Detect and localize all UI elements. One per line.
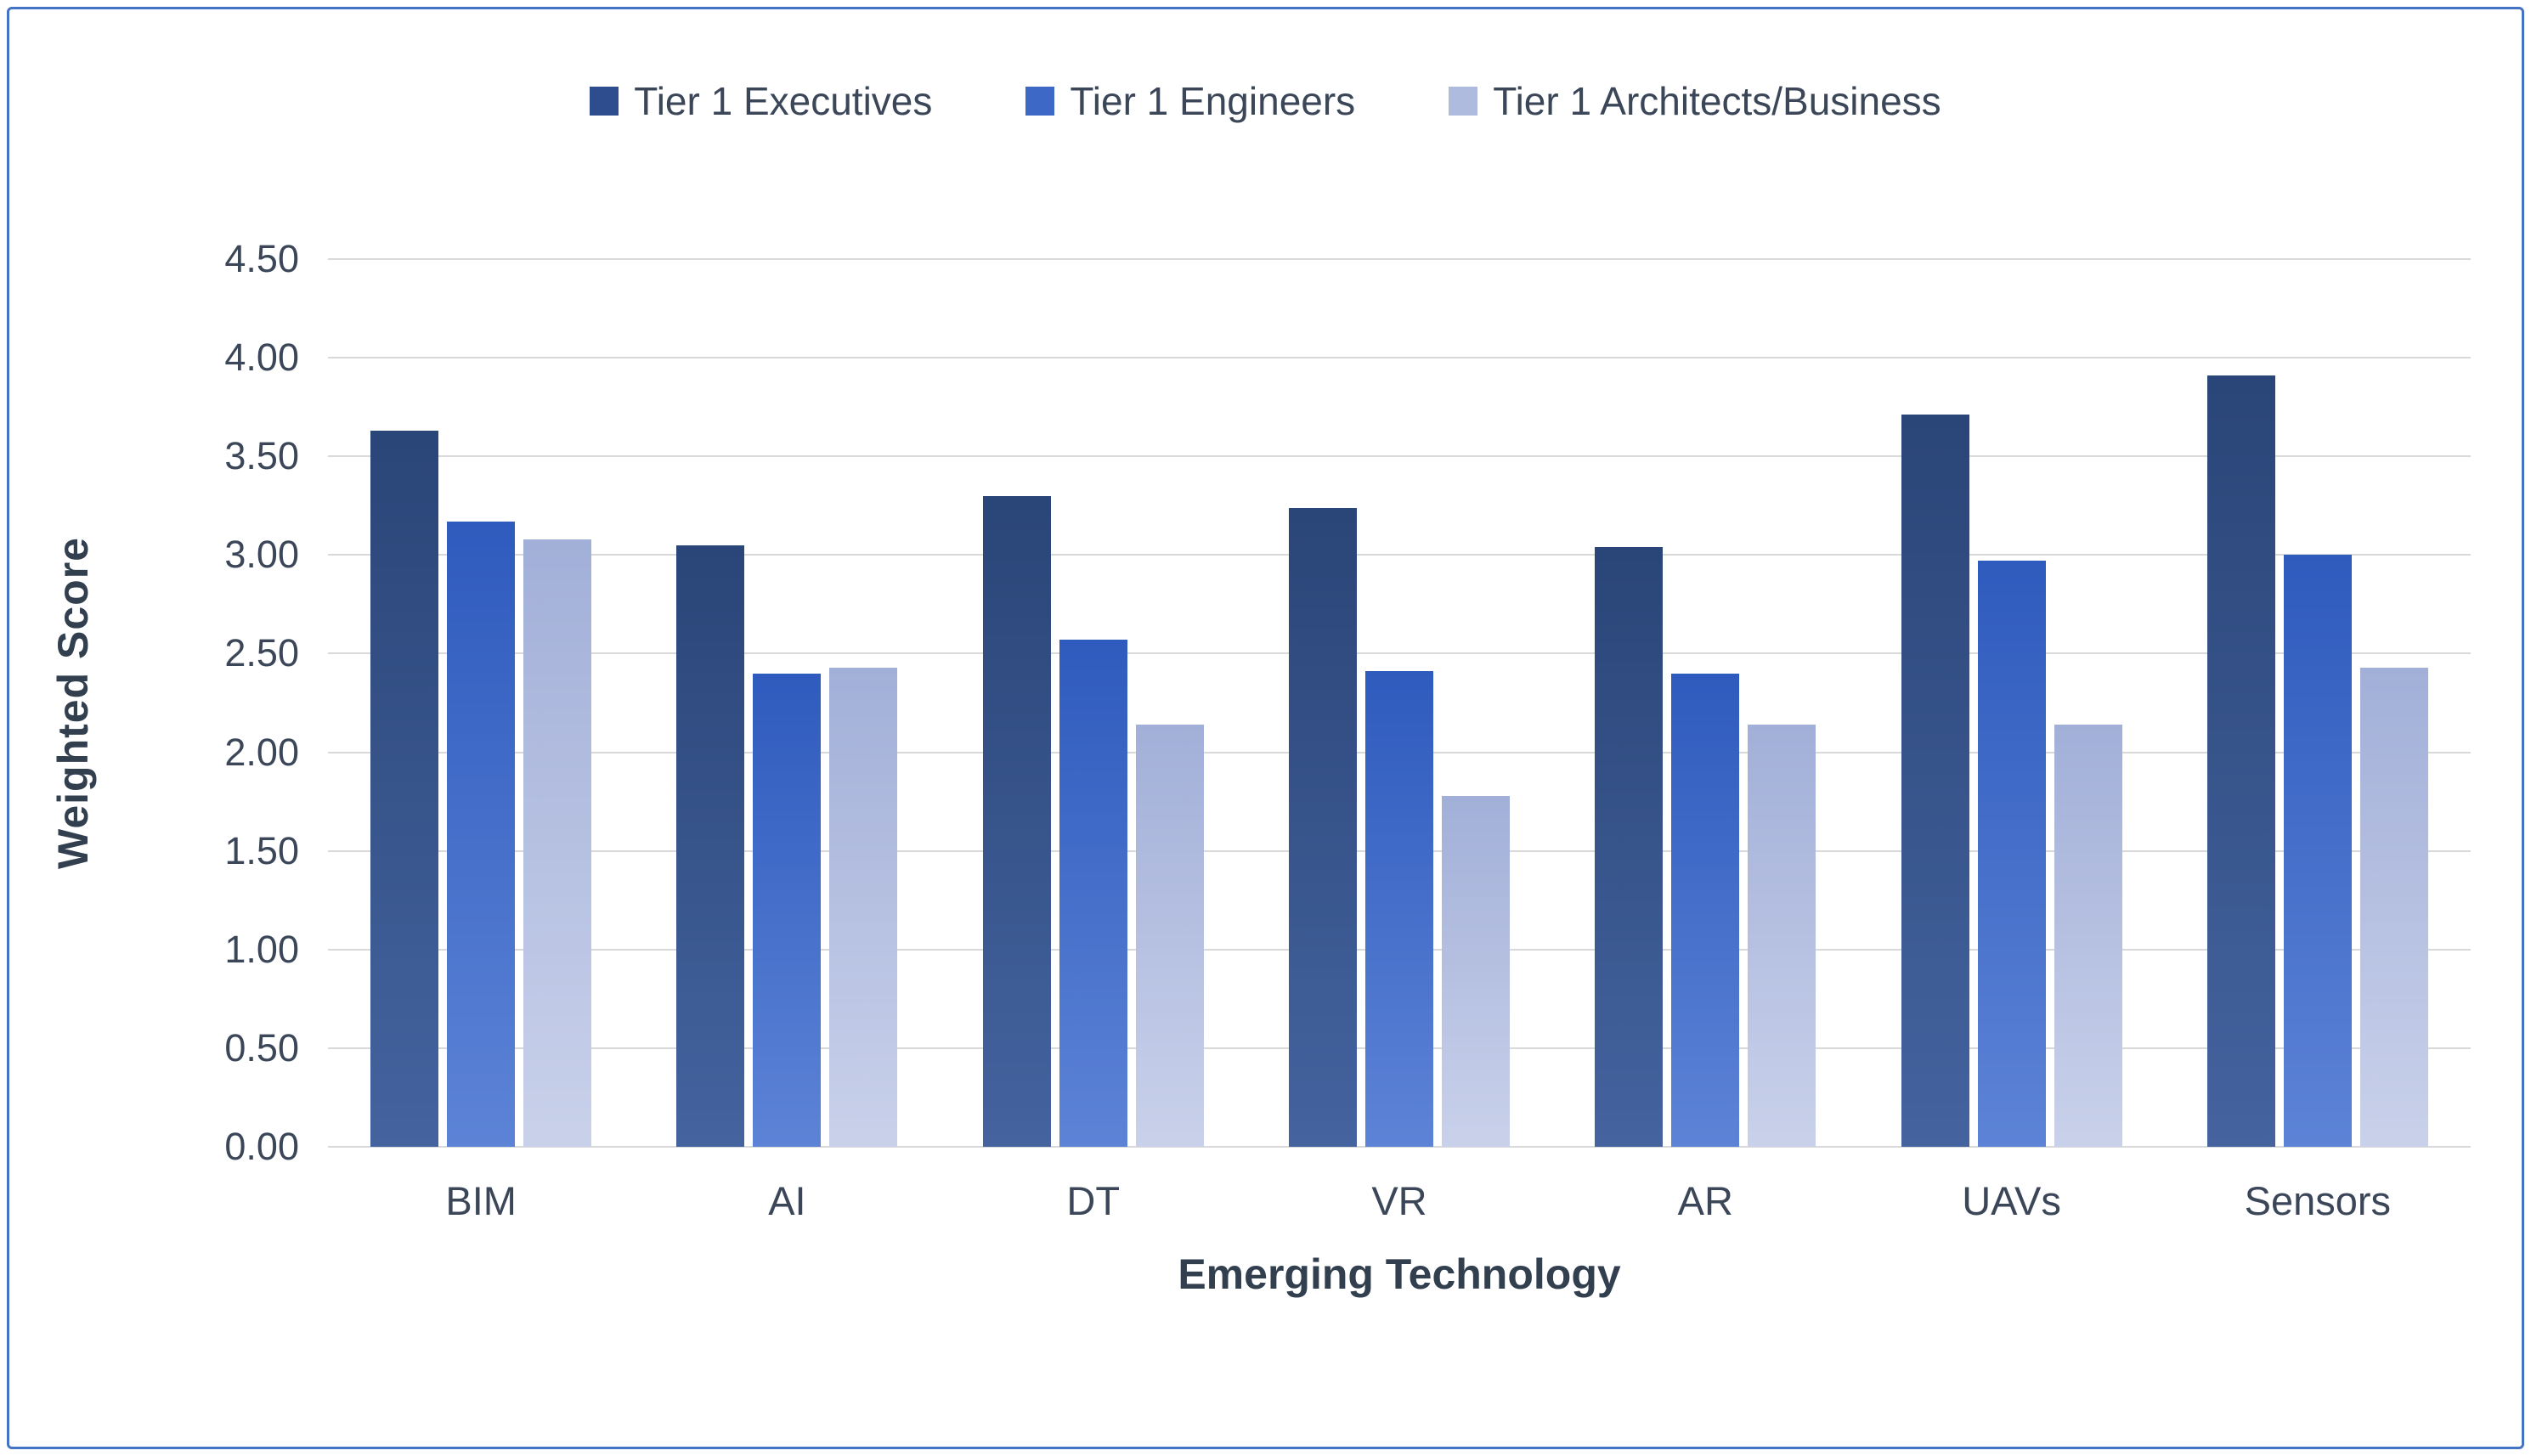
legend-swatch <box>1025 87 1055 116</box>
bar <box>1364 671 1433 1147</box>
bar <box>2283 555 2352 1147</box>
gridline <box>328 455 2471 458</box>
bar <box>370 431 439 1147</box>
bar <box>2206 375 2275 1147</box>
bar <box>982 495 1051 1147</box>
chart-area: Weighted Score 0.00 0.50 1.00 1.50 2.00 2.50 3… <box>9 237 2522 1299</box>
y-tick-label: 2.00 <box>224 730 299 774</box>
gridline <box>328 258 2471 260</box>
bar-group-bim <box>328 259 634 1147</box>
bar <box>1901 415 1969 1147</box>
x-category-label: VR <box>1371 1178 1427 1223</box>
bar <box>447 521 516 1147</box>
x-category-label: AR <box>1677 1178 1733 1223</box>
bar <box>1671 673 1740 1147</box>
legend-item: Tier 1 Architects/Business <box>1449 78 1941 124</box>
y-axis-ticks: 0.00 0.50 1.00 1.50 2.00 2.50 3.00 3.50 4.00 4.50 <box>137 237 328 1168</box>
legend-label: Tier 1 Executives <box>634 79 933 123</box>
bar <box>1977 561 2046 1147</box>
bar <box>676 545 745 1147</box>
bar <box>753 673 822 1147</box>
plot-area <box>328 258 2471 1148</box>
gridline <box>328 1146 2471 1148</box>
gridline <box>328 652 2471 655</box>
y-tick-label: 4.50 <box>224 237 299 280</box>
y-tick-label: 3.50 <box>224 434 299 478</box>
y-tick-label: 0.50 <box>224 1025 299 1069</box>
bar <box>1135 725 1204 1147</box>
x-category-label: Sensors <box>2244 1178 2392 1223</box>
bar <box>1288 507 1357 1147</box>
y-axis-title-text: Weighted Score <box>49 537 97 869</box>
bar-groups <box>328 259 2471 1147</box>
x-axis-title: Emerging Technology <box>1178 1250 1621 1298</box>
y-axis-title: Weighted Score <box>9 259 137 1147</box>
bar-group-vr <box>1246 259 1552 1147</box>
x-category-label: UAVs <box>1962 1178 2061 1223</box>
x-category-label: DT <box>1066 1178 1121 1223</box>
legend-item: Tier 1 Executives <box>590 78 932 124</box>
y-tick-label: 4.00 <box>224 336 299 380</box>
gridline <box>328 357 2471 359</box>
bar <box>2359 667 2428 1147</box>
chart-frame: Tier 1 Executives Tier 1 Engineers Tier 1 … <box>7 7 2524 1449</box>
bar-group-ai <box>634 259 940 1147</box>
y-tick-label: 1.50 <box>224 828 299 872</box>
legend-swatch <box>1449 87 1478 116</box>
bar <box>1059 640 1127 1147</box>
legend-swatch <box>590 87 619 116</box>
x-category-label: BIM <box>445 1178 517 1223</box>
bar <box>2054 725 2122 1147</box>
bar <box>829 667 898 1147</box>
y-tick-label: 1.00 <box>224 927 299 971</box>
bar <box>1441 795 1510 1147</box>
bar-group-dt <box>941 259 1246 1147</box>
gridline <box>328 554 2471 556</box>
bar <box>523 539 592 1147</box>
chart-legend: Tier 1 Executives Tier 1 Engineers Tier 1 … <box>9 77 2522 125</box>
bar-group-sensors <box>2165 259 2471 1147</box>
y-tick-label: 2.50 <box>224 631 299 675</box>
y-tick-label: 0.00 <box>224 1125 299 1168</box>
bar <box>1595 547 1664 1147</box>
legend-label: Tier 1 Architects/Business <box>1493 79 1941 123</box>
y-tick-label: 3.00 <box>224 533 299 577</box>
bar-group-ar <box>1552 259 1858 1147</box>
bar-group-uavs <box>1858 259 2164 1147</box>
legend-item: Tier 1 Engineers <box>1025 78 1355 124</box>
legend-label: Tier 1 Engineers <box>1070 79 1356 123</box>
x-axis-labels: BIM AI DT VR AR UAVs Sensors <box>328 1177 2471 1224</box>
bar <box>1748 725 1816 1147</box>
x-category-label: AI <box>768 1178 806 1223</box>
